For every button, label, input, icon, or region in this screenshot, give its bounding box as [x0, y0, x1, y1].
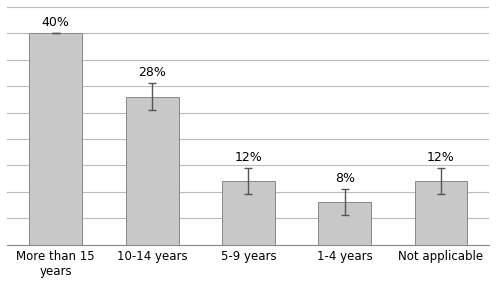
Text: 28%: 28% [138, 66, 166, 79]
Bar [126, 97, 178, 245]
Bar [30, 33, 82, 245]
Bar [222, 181, 275, 245]
Text: 12%: 12% [427, 151, 455, 164]
Text: 8%: 8% [334, 172, 354, 185]
Text: 12%: 12% [234, 151, 262, 164]
Bar [414, 181, 468, 245]
Text: 40%: 40% [42, 16, 70, 29]
Bar [318, 202, 371, 245]
